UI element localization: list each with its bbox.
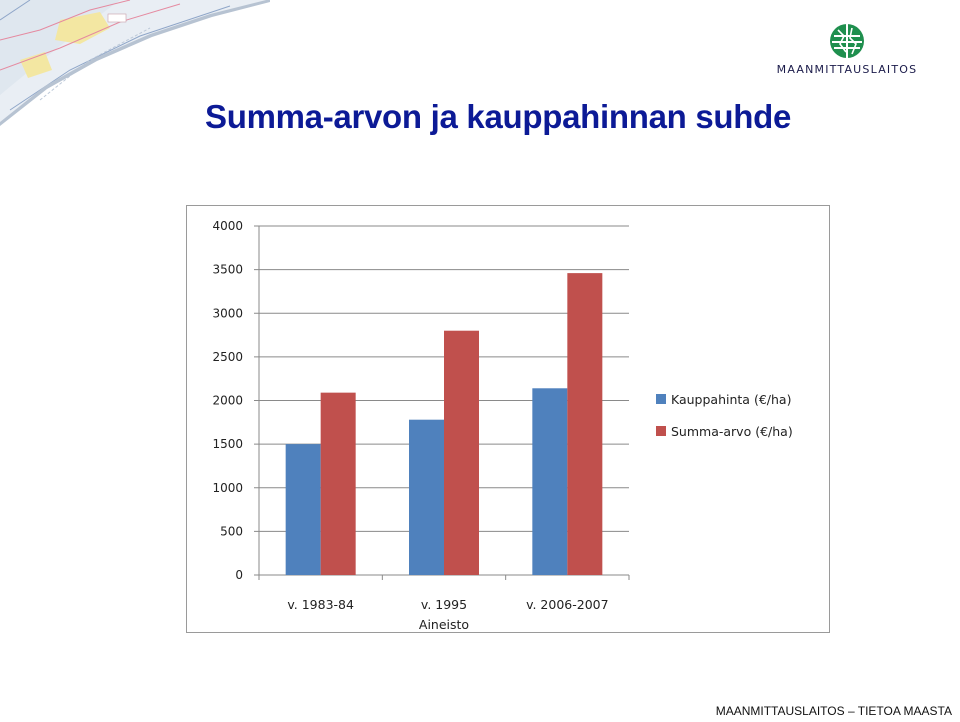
bar — [409, 419, 444, 575]
bar — [567, 273, 603, 575]
logo-text: MAANMITTAUSLAITOS — [776, 63, 918, 76]
bar — [285, 444, 321, 575]
y-tick-label: 3500 — [212, 263, 243, 277]
legend-label: Kauppahinta (€/ha) — [671, 392, 791, 407]
x-tick-label: v. 1995 — [421, 597, 467, 612]
y-tick-label: 4000 — [212, 219, 243, 233]
bar — [532, 388, 568, 575]
y-tick-label: 2500 — [212, 350, 243, 364]
bar — [320, 392, 356, 575]
y-tick-label: 500 — [220, 524, 243, 538]
logo: MAANMITTAUSLAITOS — [762, 22, 932, 78]
y-tick-label: 1000 — [212, 481, 243, 495]
bar-chart: 0 500 1000 1500 2000 2500 3000 3500 4000 v. 1983-… — [212, 219, 793, 632]
x-axis-label: Aineisto — [419, 617, 469, 632]
bar — [444, 330, 479, 575]
legend-swatch — [656, 394, 666, 404]
legend-label: Summa-arvo (€/ha) — [671, 424, 793, 439]
legend-swatch — [656, 426, 666, 436]
footer-text: MAANMITTAUSLAITOS – TIETOA MAASTA — [715, 704, 952, 718]
x-tick-label: v. 2006-2007 — [526, 597, 609, 612]
y-tick-label: 3000 — [212, 306, 243, 320]
map-corner-decoration — [0, 0, 270, 126]
x-tick-label: v. 1983-84 — [287, 597, 354, 612]
y-tick-label: 0 — [235, 568, 243, 582]
y-tick-label: 2000 — [212, 394, 243, 408]
maanmittauslaitos-globe-icon — [830, 24, 864, 58]
chart-container: 0 500 1000 1500 2000 2500 3000 3500 4000 v. 1983-… — [186, 205, 830, 633]
page-title: Summa-arvon ja kauppahinnan suhde — [205, 98, 792, 135]
y-tick-label: 1500 — [212, 437, 243, 451]
